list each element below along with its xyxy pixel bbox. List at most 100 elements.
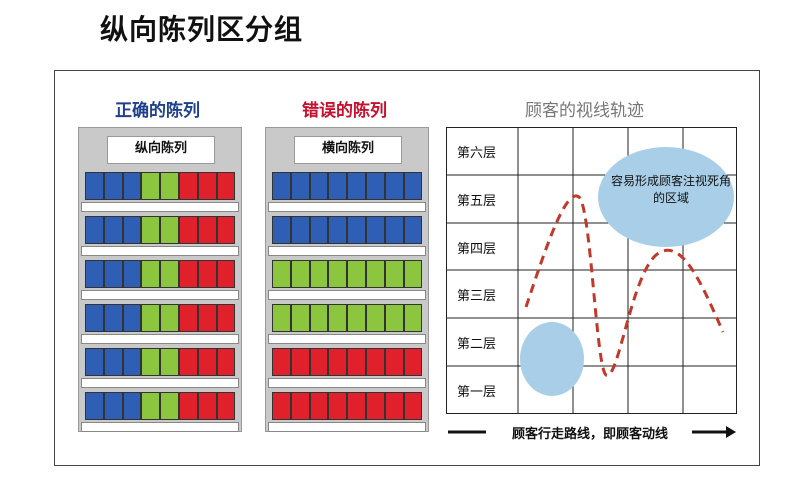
product-box (403, 260, 423, 288)
product-box (328, 260, 348, 288)
product-box (384, 172, 404, 200)
product-box (384, 216, 404, 244)
product-box (347, 304, 366, 332)
shelf-board (268, 290, 426, 300)
product-box (216, 172, 236, 200)
product-box (403, 304, 423, 332)
track-grid-svg (446, 127, 737, 414)
shelf-board (81, 202, 239, 212)
product-box (272, 304, 291, 332)
product-box (197, 392, 217, 420)
shelf-board (81, 378, 239, 388)
product-box (85, 392, 104, 420)
product-box (309, 172, 329, 200)
product-box (328, 216, 348, 244)
heading-correct: 正确的陈列 (115, 101, 200, 121)
product-box (384, 304, 404, 332)
product-box (122, 304, 142, 332)
product-box (122, 392, 142, 420)
product-box (160, 304, 179, 332)
product-box (309, 260, 329, 288)
product-box (403, 172, 423, 200)
heading-wrong: 错误的陈列 (302, 101, 387, 121)
product-box (103, 216, 123, 244)
shelf-board (268, 378, 426, 388)
product-box (197, 348, 217, 376)
product-box (309, 216, 329, 244)
product-box (366, 304, 385, 332)
product-box (347, 392, 366, 420)
product-box (160, 172, 179, 200)
shelf-wrong: 横向陈列 (265, 127, 429, 432)
product-box (197, 260, 217, 288)
shelf-board (81, 290, 239, 300)
product-box (366, 260, 385, 288)
product-box (160, 260, 179, 288)
shelf-board (81, 422, 239, 432)
shelf-label-vertical: 纵向陈列 (107, 136, 215, 164)
product-box (290, 172, 310, 200)
floor-label: 第五层 (457, 193, 497, 209)
shelf-board (81, 246, 239, 256)
product-box (160, 392, 179, 420)
page-title: 纵向陈列区分组 (100, 13, 304, 46)
product-box (403, 348, 423, 376)
product-box (179, 172, 198, 200)
product-box (197, 304, 217, 332)
product-box (309, 348, 329, 376)
product-box (328, 348, 348, 376)
product-box (290, 392, 310, 420)
blind-zone-text: 容易形成顾客注视死角的区域 (611, 174, 732, 205)
product-box (384, 348, 404, 376)
product-box (103, 348, 123, 376)
product-box (309, 304, 329, 332)
shelf-board (268, 202, 426, 212)
product-box (141, 260, 161, 288)
product-box (85, 172, 104, 200)
product-box (197, 172, 217, 200)
product-box (272, 172, 291, 200)
shelf-board (268, 246, 426, 256)
shelf-correct: 纵向陈列 (78, 127, 242, 432)
product-box (103, 172, 123, 200)
product-box (384, 260, 404, 288)
floor-label: 第三层 (457, 289, 497, 305)
product-box (216, 348, 236, 376)
product-box (122, 260, 142, 288)
floor-label: 第四层 (457, 241, 497, 257)
floor-label: 第一层 (457, 385, 497, 400)
product-box (85, 304, 104, 332)
floor-label: 第二层 (457, 337, 497, 353)
shelf-label-horizontal: 横向陈列 (294, 136, 402, 164)
product-box (216, 392, 236, 420)
product-box (347, 172, 366, 200)
flow-arrows (448, 426, 736, 438)
product-box (103, 392, 123, 420)
product-box (179, 392, 198, 420)
track-grid: 第六层第五层第四层第三层第二层第一层 容易形成顾客注视死角的区域 (446, 127, 737, 414)
product-box (122, 348, 142, 376)
product-box (347, 216, 366, 244)
product-box (347, 348, 366, 376)
product-box (403, 392, 423, 420)
blind-zone-bubble (598, 147, 734, 247)
product-box (216, 304, 236, 332)
product-box (141, 216, 161, 244)
product-box (290, 304, 310, 332)
product-box (122, 172, 142, 200)
product-box (290, 348, 310, 376)
product-box (328, 392, 348, 420)
floor-label: 第六层 (457, 146, 497, 161)
product-box (179, 216, 198, 244)
product-box (347, 260, 366, 288)
product-box (103, 304, 123, 332)
shelf-board (268, 422, 426, 432)
product-box (366, 392, 385, 420)
product-box (179, 348, 198, 376)
product-box (160, 216, 179, 244)
flow-text: 顾客行走路线，即顾客动线 (511, 427, 668, 442)
product-box (309, 392, 329, 420)
product-box (160, 348, 179, 376)
product-box (122, 216, 142, 244)
product-box (216, 260, 236, 288)
